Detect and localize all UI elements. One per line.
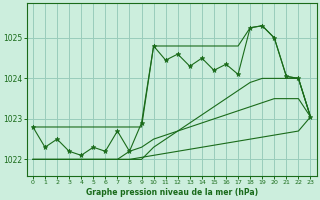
X-axis label: Graphe pression niveau de la mer (hPa): Graphe pression niveau de la mer (hPa) bbox=[86, 188, 258, 197]
